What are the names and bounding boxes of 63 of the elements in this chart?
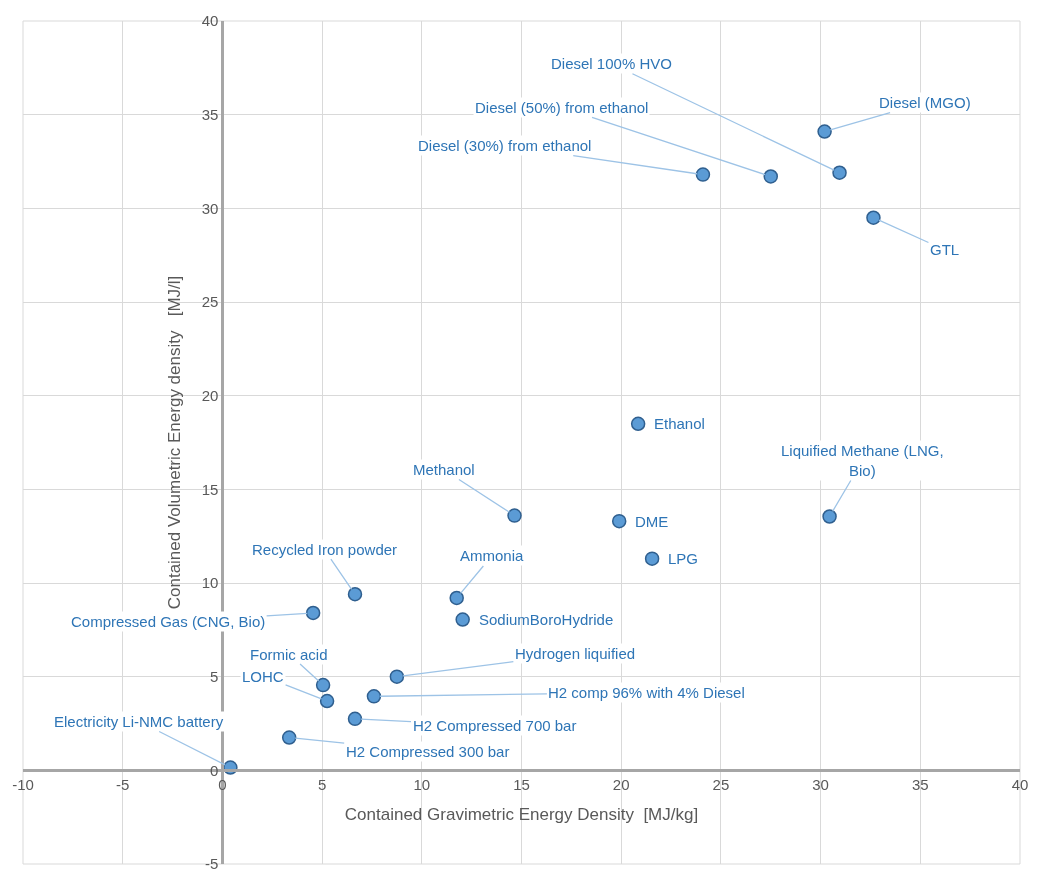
point <box>449 590 464 606</box>
annotation: Recycled Iron powder <box>252 541 398 558</box>
annotation: H2 Compressed 300 bar <box>346 743 510 760</box>
y-axis-title: Contained Volumetric Energy density [MJ/l] <box>165 275 185 610</box>
point <box>611 513 627 529</box>
y-tick-label: 40 <box>201 12 219 30</box>
y-tick-label: 35 <box>201 105 219 123</box>
x-tick-label: 15 <box>513 776 530 794</box>
annotation: Liquified Methane (LNG, Bio) <box>781 442 944 479</box>
x-tick-label: 25 <box>712 776 730 794</box>
annotation: H2 comp 96% with 4% Diesel <box>548 684 745 701</box>
point <box>644 551 660 566</box>
point <box>832 165 847 180</box>
annotation: Diesel (30%) from ethanol <box>418 137 592 154</box>
point <box>389 669 405 684</box>
x-tick-label: 20 <box>612 776 630 794</box>
x-tick-label: -10 <box>12 776 34 794</box>
x-tick-label: 5 <box>317 776 327 794</box>
annotation: Diesel (MGO) <box>879 94 971 111</box>
annotation: Diesel (50%) from ethanol <box>475 99 649 116</box>
y-tick-label: 15 <box>201 480 219 498</box>
point <box>347 586 363 602</box>
point <box>630 416 646 432</box>
annotation: Ammonia <box>460 547 525 564</box>
annotation: Diesel 100% HVO <box>551 55 672 72</box>
point <box>695 167 711 182</box>
annotation: GTL <box>930 241 960 258</box>
point <box>366 689 382 704</box>
y-tick-label: 30 <box>201 199 219 217</box>
point <box>817 124 832 139</box>
point <box>507 508 522 523</box>
annotation: LOHC <box>242 668 284 685</box>
point <box>455 612 470 627</box>
x-axis-title: Contained Gravimetric Energy Density [MJ/kg] <box>344 804 699 824</box>
point <box>315 677 331 693</box>
x-tick-label: 10 <box>413 776 431 794</box>
y-tick-label: 0 <box>210 761 219 779</box>
point <box>822 509 837 524</box>
annotation: LPG <box>668 550 699 567</box>
point <box>347 711 363 727</box>
y-tick-label: 10 <box>201 574 219 592</box>
x-tick-label: 35 <box>911 776 929 794</box>
x-tick-label: 40 <box>1011 776 1029 794</box>
annotation: DME <box>635 513 669 530</box>
y-tick-label: 20 <box>201 386 219 404</box>
annotation: Electricity Li-NMC battery <box>54 713 224 730</box>
annotation: Hydrogen liquified <box>515 645 636 662</box>
y-tick-label: 25 <box>201 293 219 311</box>
annotation: Ethanol <box>654 415 705 432</box>
annotation: H2 Compressed 700 bar <box>413 717 577 734</box>
point <box>763 169 778 184</box>
x-tick-label: 30 <box>812 776 829 794</box>
annotation: Methanol <box>413 461 475 478</box>
y-tick-label: 5 <box>210 667 219 685</box>
annotation: Compressed Gas (CNG, Bio) <box>71 613 266 630</box>
point <box>866 210 881 225</box>
x-tick-label: -5 <box>116 776 130 794</box>
annotation: SodiumBoroHydride <box>479 611 614 628</box>
point <box>319 693 335 709</box>
point <box>281 730 297 745</box>
point <box>305 605 321 621</box>
annotation: Formic acid <box>250 646 328 663</box>
y-tick-label: -5 <box>205 855 219 873</box>
